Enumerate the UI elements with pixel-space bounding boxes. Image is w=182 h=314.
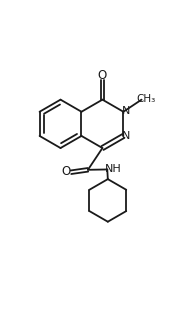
Text: NH: NH: [105, 164, 122, 174]
Text: CH₃: CH₃: [137, 94, 156, 104]
Text: O: O: [61, 165, 70, 178]
Text: O: O: [98, 69, 107, 82]
Text: N: N: [122, 131, 130, 141]
Text: N: N: [122, 106, 130, 116]
